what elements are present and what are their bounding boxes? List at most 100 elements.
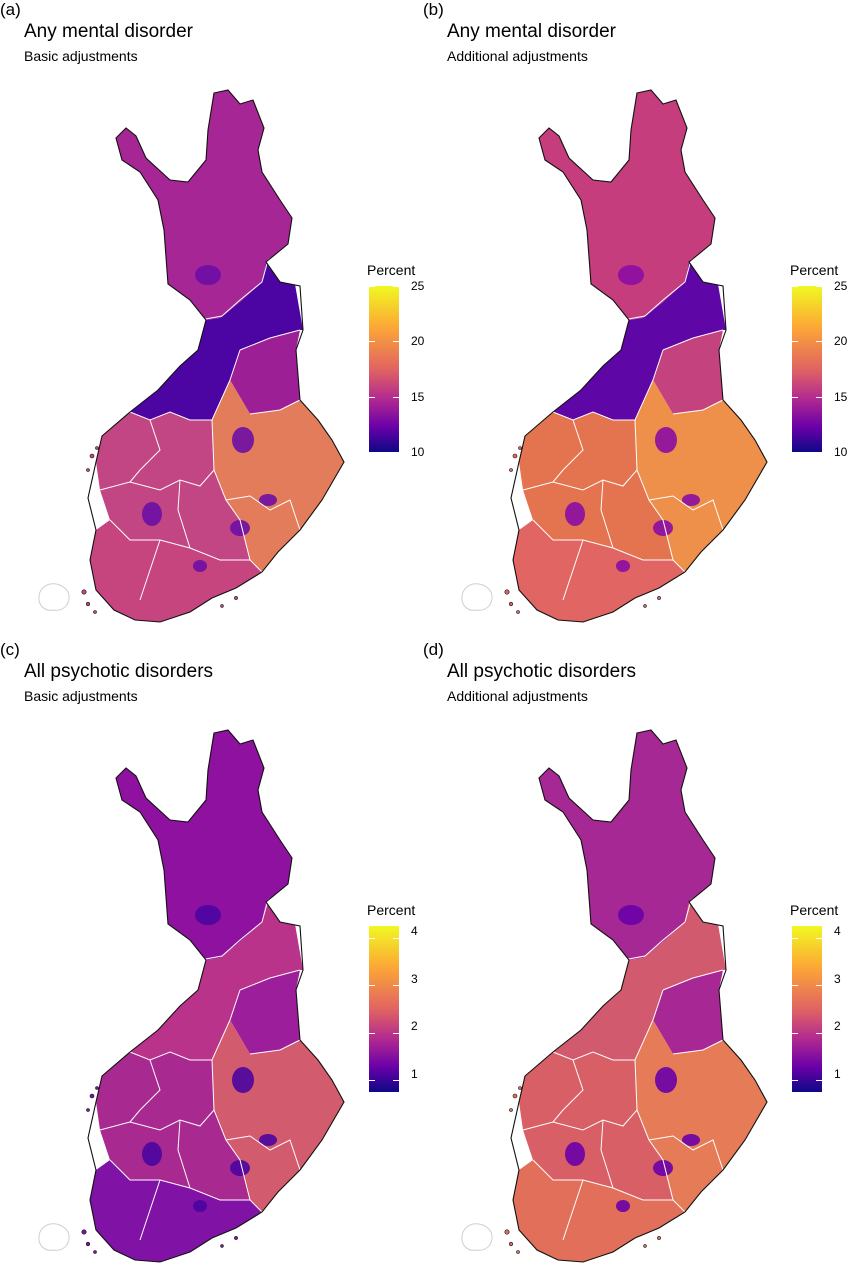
city-hotspot	[653, 1160, 673, 1176]
region-border	[109, 1159, 250, 1201]
region-border	[177, 1119, 191, 1189]
region-border	[552, 1059, 584, 1123]
panel-c: (c) All psychotic disorders Basic adjust…	[0, 640, 423, 1280]
legend-tick: 10	[834, 445, 847, 459]
region-border	[634, 1059, 686, 1213]
region-border	[672, 399, 724, 415]
panel-subtitle: Additional adjustments	[447, 48, 588, 64]
color-legend: Percent 25 20 15 10	[790, 262, 847, 462]
region-border	[562, 1179, 584, 1241]
region-border	[225, 495, 301, 531]
panel-tag: (a)	[0, 0, 21, 19]
region-belt-east	[230, 330, 300, 414]
island	[518, 446, 522, 450]
region-border	[129, 1059, 161, 1123]
region-central-belt	[130, 244, 303, 420]
island	[93, 1250, 97, 1254]
country-outline	[510, 89, 768, 623]
finland-map	[38, 89, 345, 623]
region-north	[116, 90, 292, 320]
legend-tick: 25	[411, 279, 425, 293]
region-border	[662, 329, 724, 351]
region-south	[513, 1160, 685, 1262]
region-central-belt	[553, 244, 726, 420]
island	[81, 589, 87, 595]
island	[220, 604, 224, 608]
city-hotspot	[142, 1142, 162, 1166]
panel-title: All psychotic disorders	[447, 661, 637, 682]
region-north	[539, 730, 715, 960]
country-outline	[87, 89, 345, 623]
island	[516, 1250, 520, 1254]
island	[93, 610, 97, 614]
region-border	[249, 399, 301, 415]
legend-tick: 20	[411, 334, 425, 348]
island	[95, 1086, 99, 1090]
island	[85, 1241, 91, 1247]
island	[81, 1229, 87, 1235]
city-hotspot	[232, 1067, 254, 1093]
island	[234, 596, 238, 600]
region-center	[519, 412, 673, 560]
city-hotspot	[682, 1134, 700, 1146]
city-hotspot	[616, 1200, 630, 1212]
island	[643, 604, 647, 608]
city-hotspot	[259, 1134, 277, 1146]
island	[516, 610, 520, 614]
legend-title: Percent	[367, 262, 416, 278]
island	[89, 1093, 95, 1099]
city-hotspot	[230, 1160, 250, 1176]
island	[85, 601, 91, 607]
city-hotspot	[259, 494, 277, 506]
region-border	[648, 495, 724, 531]
legend-tick: 10	[411, 445, 425, 459]
city-hotspot	[653, 520, 673, 536]
panel-tag: (c)	[0, 640, 20, 659]
region-north	[116, 730, 292, 960]
finland-map	[461, 729, 768, 1263]
region-border	[211, 419, 263, 573]
region-border	[672, 1039, 724, 1055]
island	[657, 1236, 661, 1240]
legend-colorbar	[369, 286, 399, 452]
region-south	[513, 520, 685, 622]
city-hotspot	[655, 1067, 677, 1093]
panel-subtitle: Basic adjustments	[24, 688, 138, 704]
island	[508, 601, 514, 607]
legend-tick: 3	[834, 972, 841, 986]
island	[657, 596, 661, 600]
panel-title: Any mental disorder	[24, 21, 193, 42]
panel-title: Any mental disorder	[447, 21, 616, 42]
city-hotspot	[230, 520, 250, 536]
region-border	[139, 539, 161, 601]
region-border	[239, 969, 301, 991]
country-outline	[510, 729, 768, 1263]
island	[234, 1236, 238, 1240]
legend-title: Percent	[790, 902, 839, 918]
region-border	[129, 419, 161, 483]
city-hotspot	[232, 427, 254, 453]
aland-islands-outline	[461, 1223, 493, 1251]
region-border	[225, 1135, 301, 1171]
aland-islands-outline	[38, 583, 70, 611]
region-belt-east	[653, 970, 723, 1054]
region-border	[109, 519, 250, 561]
region-center	[96, 412, 250, 560]
legend-tick: 1	[411, 1067, 418, 1081]
island	[509, 1108, 513, 1112]
city-hotspot	[616, 560, 630, 572]
city-hotspot	[655, 427, 677, 453]
finland-map	[38, 729, 345, 1263]
region-border	[249, 1039, 301, 1055]
panel-subtitle: Basic adjustments	[24, 48, 138, 64]
city-hotspot	[193, 560, 207, 572]
city-hotspot	[195, 265, 221, 285]
region-border	[239, 329, 301, 351]
region-border	[532, 519, 673, 561]
region-border	[211, 1059, 263, 1213]
region-center	[519, 1052, 673, 1200]
legend-colorbar	[792, 286, 822, 452]
region-belt-east	[230, 970, 300, 1054]
island	[220, 1244, 224, 1248]
panel-tag: (b)	[423, 0, 444, 19]
